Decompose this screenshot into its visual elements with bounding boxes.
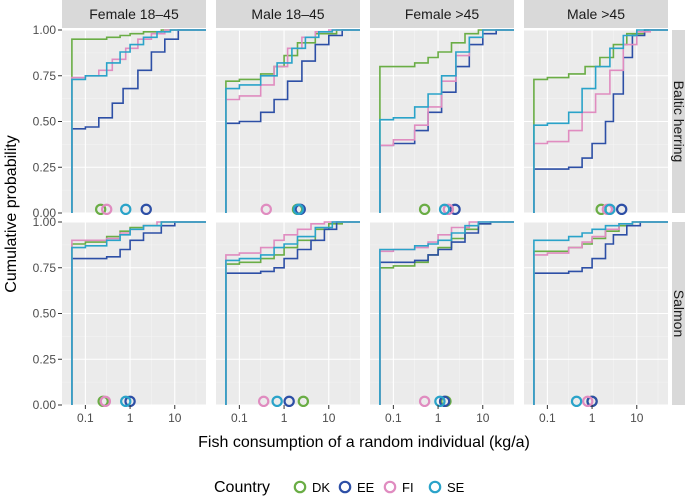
facet-panel bbox=[370, 221, 514, 408]
mean-marker-dk bbox=[94, 203, 107, 216]
mean-marker-fi bbox=[257, 395, 270, 408]
mean-marker-se bbox=[434, 395, 446, 408]
ecdf-line-se bbox=[379, 29, 514, 213]
mean-marker-dk bbox=[297, 395, 310, 408]
x-tick-label: 1 bbox=[281, 411, 288, 425]
mean-marker-se bbox=[271, 395, 283, 408]
ecdf-line-se bbox=[71, 221, 206, 405]
ecdf-line-ee bbox=[225, 221, 360, 405]
mean-marker-se bbox=[292, 203, 305, 216]
facet-panel bbox=[62, 29, 206, 216]
y-tick-label: 0.00 bbox=[33, 206, 57, 220]
x-tick-label: 0.1 bbox=[385, 411, 402, 425]
column-strip bbox=[62, 0, 206, 28]
x-tick-label: 0.1 bbox=[539, 411, 556, 425]
legend-label-ee: EE bbox=[357, 480, 375, 495]
y-tick-label: 0.25 bbox=[33, 160, 57, 174]
row-strip bbox=[672, 30, 685, 213]
facet-panel bbox=[62, 221, 206, 408]
column-strip-label: Male 18–45 bbox=[251, 6, 324, 22]
facet-panel bbox=[524, 221, 668, 408]
ecdf-line-ee bbox=[71, 221, 206, 405]
legend-key-dk bbox=[293, 480, 307, 494]
ecdf-line-fi bbox=[379, 221, 514, 405]
legend-key-fi bbox=[383, 480, 397, 494]
mean-marker-dk bbox=[418, 203, 431, 216]
y-axis-title: Cumulative probability bbox=[3, 135, 20, 292]
facet-panel bbox=[216, 221, 360, 408]
column-strip bbox=[216, 0, 360, 28]
ecdf-line-se bbox=[71, 29, 206, 213]
row-strip-label: Baltic herring bbox=[671, 81, 685, 163]
x-tick-label: 10 bbox=[630, 411, 644, 425]
ecdf-line-ee bbox=[379, 221, 514, 405]
ecdf-line-se bbox=[533, 29, 668, 213]
mean-marker-se bbox=[120, 203, 132, 216]
ecdf-line-fi bbox=[225, 221, 360, 405]
y-tick-label: 0.50 bbox=[33, 307, 57, 321]
x-tick-label: 10 bbox=[476, 411, 490, 425]
mean-marker-fi bbox=[442, 203, 455, 216]
column-strip bbox=[524, 0, 668, 28]
mean-marker-fi bbox=[582, 395, 594, 408]
legend-key-ee bbox=[338, 480, 352, 494]
legend-title: Country bbox=[214, 479, 270, 496]
legend-label-fi: FI bbox=[402, 480, 414, 495]
y-tick-label: 0.25 bbox=[33, 352, 57, 366]
row-strip-label: Salmon bbox=[671, 290, 685, 337]
ecdf-line-ee bbox=[225, 29, 360, 213]
y-tick-label: 1.00 bbox=[33, 215, 57, 229]
y-tick-label: 0.75 bbox=[33, 261, 57, 275]
column-strip-label: Female 18–45 bbox=[89, 6, 179, 22]
mean-marker-fi bbox=[260, 203, 272, 216]
axis-layer: 0.00 0.00 0.25 0.25 0.50 0.50 0.75 0.75 1.00 1.00… bbox=[33, 23, 644, 425]
ecdf-line-ee bbox=[533, 29, 668, 213]
ecdf-line-se bbox=[225, 221, 360, 405]
mean-marker-se bbox=[604, 203, 616, 216]
strip-layer: Female 18–45 Male 18–45 Female >45 Male >45… bbox=[62, 0, 685, 405]
legend-label-dk: DK bbox=[312, 480, 330, 495]
mean-marker-ee bbox=[438, 395, 451, 408]
x-tick-label: 10 bbox=[168, 411, 182, 425]
ecdf-line-se bbox=[533, 221, 668, 405]
mean-marker-ee bbox=[615, 203, 628, 216]
x-tick-label: 1 bbox=[589, 411, 596, 425]
mean-marker-ee bbox=[449, 203, 461, 216]
mean-marker-se bbox=[438, 203, 451, 216]
mean-marker-fi bbox=[99, 395, 112, 408]
y-tick-label: 0.00 bbox=[33, 398, 57, 412]
x-tick-label: 0.1 bbox=[231, 411, 248, 425]
ecdf-line-se bbox=[379, 221, 514, 405]
legend-label-se: SE bbox=[447, 480, 465, 495]
mean-marker-ee bbox=[283, 395, 295, 408]
facet-panel bbox=[216, 29, 360, 216]
facet-panel bbox=[524, 29, 668, 216]
y-tick-label: 1.00 bbox=[33, 23, 57, 37]
ecdf-line-se bbox=[225, 29, 360, 213]
ecdf-line-dk bbox=[379, 29, 514, 213]
x-tick-label: 10 bbox=[322, 411, 336, 425]
column-strip bbox=[370, 0, 514, 28]
ecdf-line-ee bbox=[533, 221, 668, 405]
mean-marker-ee bbox=[140, 203, 152, 216]
column-strip-label: Female >45 bbox=[405, 6, 480, 22]
panel-layer bbox=[62, 29, 668, 408]
x-tick-label: 1 bbox=[435, 411, 442, 425]
x-tick-label: 0.1 bbox=[77, 411, 94, 425]
ecdf-line-ee bbox=[71, 29, 206, 213]
y-tick-label: 0.50 bbox=[33, 115, 57, 129]
y-tick-label: 0.75 bbox=[33, 69, 57, 83]
legend-key-se bbox=[428, 480, 442, 494]
column-strip-label: Male >45 bbox=[567, 6, 625, 22]
mean-marker-fi bbox=[100, 203, 113, 216]
x-axis-title: Fish consumption of a random individual … bbox=[198, 434, 530, 451]
legend: Country DK EE FI SE bbox=[214, 479, 465, 496]
mean-marker-se bbox=[120, 395, 132, 408]
row-strip bbox=[672, 222, 685, 405]
facet-panel bbox=[370, 29, 514, 216]
mean-marker-fi bbox=[418, 395, 431, 408]
x-tick-label: 1 bbox=[127, 411, 134, 425]
mean-marker-se bbox=[570, 395, 583, 408]
